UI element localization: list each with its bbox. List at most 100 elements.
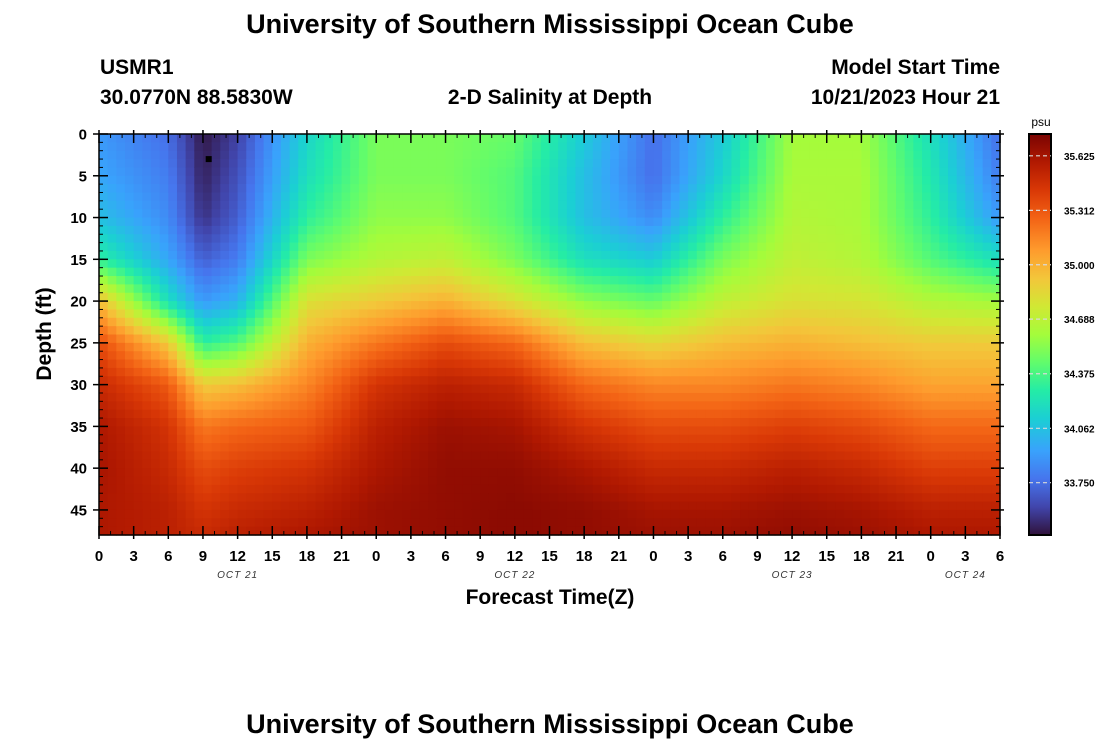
heatmap-cell bbox=[211, 351, 221, 361]
heatmap-cell bbox=[116, 200, 126, 210]
heatmap-cell bbox=[384, 509, 395, 519]
heatmap-cell bbox=[263, 284, 273, 294]
heatmap-cell bbox=[696, 351, 707, 361]
heatmap-cell bbox=[601, 501, 611, 511]
heatmap-cell bbox=[228, 309, 239, 319]
heatmap-cell bbox=[454, 225, 464, 235]
heatmap-cell bbox=[211, 301, 221, 311]
heatmap-cell bbox=[896, 175, 906, 185]
heatmap-cell bbox=[930, 309, 940, 319]
heatmap-cell bbox=[618, 518, 629, 528]
heatmap-cell bbox=[566, 409, 577, 419]
heatmap-cell bbox=[246, 501, 256, 511]
heatmap-cell bbox=[566, 184, 577, 194]
heatmap-cell bbox=[445, 276, 455, 285]
heatmap-cell bbox=[618, 200, 629, 210]
heatmap-cell bbox=[150, 150, 161, 160]
heatmap-cell bbox=[393, 309, 403, 319]
heatmap-cell bbox=[367, 326, 377, 336]
heatmap-cell bbox=[436, 134, 447, 143]
heatmap-cell bbox=[748, 159, 759, 169]
heatmap-cell bbox=[835, 468, 845, 478]
heatmap-cell bbox=[393, 184, 403, 194]
heatmap-cell bbox=[922, 409, 932, 419]
heatmap-cell bbox=[991, 342, 1001, 352]
heatmap-cell bbox=[722, 200, 733, 210]
heatmap-cell bbox=[506, 276, 516, 285]
heatmap-cell bbox=[887, 509, 897, 519]
heatmap-cell bbox=[679, 301, 689, 311]
heatmap-cell bbox=[367, 167, 377, 177]
heatmap-cell bbox=[844, 192, 854, 202]
heatmap-cell bbox=[627, 234, 637, 244]
heatmap-cell bbox=[514, 317, 525, 327]
heatmap-cell bbox=[341, 225, 351, 235]
heatmap-cell bbox=[410, 142, 421, 152]
heatmap-cell bbox=[419, 409, 429, 419]
heatmap-cell bbox=[540, 250, 551, 260]
heatmap-cell bbox=[852, 401, 862, 411]
heatmap-cell bbox=[566, 468, 577, 478]
heatmap-cell bbox=[974, 242, 984, 252]
heatmap-cell bbox=[176, 292, 187, 302]
heatmap-cell bbox=[878, 342, 888, 352]
heatmap-cell bbox=[298, 301, 308, 311]
heatmap-cell bbox=[783, 384, 793, 394]
heatmap-cell bbox=[159, 200, 169, 210]
heatmap-cell bbox=[792, 451, 802, 461]
heatmap-cell bbox=[540, 326, 551, 336]
heatmap-cell bbox=[896, 192, 906, 202]
heatmap-cell bbox=[566, 342, 577, 352]
heatmap-cell bbox=[809, 142, 819, 152]
heatmap-cell bbox=[982, 367, 992, 377]
heatmap-cell bbox=[636, 493, 646, 503]
heatmap-cell bbox=[549, 184, 559, 194]
heatmap-cell bbox=[445, 518, 455, 528]
heatmap-cell bbox=[358, 301, 369, 311]
heatmap-cell bbox=[818, 409, 828, 419]
heatmap-cell bbox=[410, 242, 421, 252]
heatmap-cell bbox=[662, 242, 672, 252]
heatmap-cell bbox=[272, 443, 282, 453]
heatmap-cell bbox=[644, 326, 655, 336]
heatmap-cell bbox=[558, 184, 568, 194]
heatmap-cell bbox=[913, 167, 923, 177]
heatmap-cell bbox=[410, 184, 421, 194]
heatmap-cell bbox=[428, 225, 438, 235]
heatmap-cell bbox=[991, 459, 1001, 469]
heatmap-cell bbox=[757, 301, 767, 311]
heatmap-cell bbox=[159, 351, 169, 361]
heatmap-cell bbox=[488, 468, 499, 478]
heatmap-cell bbox=[644, 376, 655, 386]
heatmap-cell bbox=[393, 443, 403, 453]
heatmap-cell bbox=[116, 468, 126, 478]
heatmap-cell bbox=[237, 426, 247, 436]
heatmap-cell bbox=[367, 334, 377, 344]
heatmap-cell bbox=[939, 192, 949, 202]
heatmap-cell bbox=[549, 225, 559, 235]
heatmap-cell bbox=[948, 284, 958, 294]
heatmap-cell bbox=[835, 250, 845, 260]
heatmap-cell bbox=[566, 351, 577, 361]
heatmap-cell bbox=[246, 317, 256, 327]
heatmap-cell bbox=[341, 518, 351, 528]
heatmap-cell bbox=[592, 459, 603, 469]
heatmap-cell bbox=[982, 267, 992, 277]
heatmap-cell bbox=[705, 225, 715, 235]
heatmap-cell bbox=[332, 426, 343, 436]
heatmap-cell bbox=[610, 134, 620, 143]
heatmap-cell bbox=[922, 309, 932, 319]
heatmap-cell bbox=[852, 284, 862, 294]
heatmap-cell bbox=[176, 234, 187, 244]
heatmap-cell bbox=[835, 150, 845, 160]
heatmap-cell bbox=[982, 217, 992, 227]
heatmap-cell bbox=[384, 159, 395, 169]
heatmap-cell bbox=[965, 142, 975, 152]
heatmap-cell bbox=[584, 134, 594, 143]
heatmap-cell bbox=[228, 351, 239, 361]
heatmap-cell bbox=[124, 443, 135, 453]
heatmap-cell bbox=[324, 150, 334, 160]
heatmap-cell bbox=[575, 359, 585, 369]
heatmap-cell bbox=[974, 259, 984, 269]
heatmap-cell bbox=[280, 409, 291, 419]
